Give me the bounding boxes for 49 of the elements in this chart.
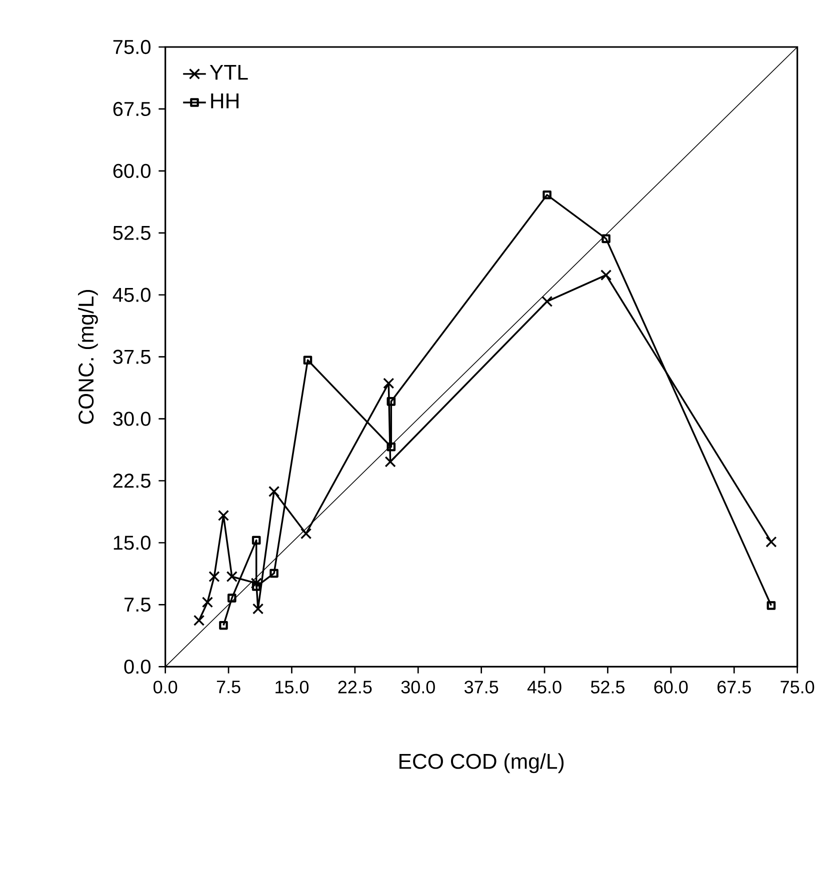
- point: [208, 571, 220, 582]
- x-tick-label: 45.0: [527, 680, 562, 694]
- point: [542, 190, 552, 200]
- point: [226, 571, 238, 582]
- point: [268, 486, 280, 498]
- point: [541, 296, 553, 308]
- point: [218, 510, 230, 522]
- point: [252, 603, 264, 614]
- x-axis-title: ECO COD (mg/L): [400, 753, 564, 774]
- y-tick-label: 0.0: [124, 660, 150, 674]
- y-axis-title: CONC. (mg/L): [78, 290, 98, 424]
- x-tick-label: 0.0: [154, 680, 178, 694]
- y-tick-label: 67.5: [113, 102, 150, 116]
- point: [766, 536, 777, 548]
- point: [600, 269, 612, 281]
- x-tick-label: 30.0: [401, 680, 435, 694]
- x-tick-label: 75.0: [780, 680, 814, 694]
- y-tick-label: 52.5: [113, 226, 150, 240]
- point: [228, 594, 236, 602]
- y-tick-label: 75.0: [113, 40, 150, 54]
- point: [252, 536, 261, 545]
- y-tick-label: 15.0: [114, 536, 150, 550]
- point: [384, 456, 396, 468]
- y-tick-label: 37.5: [113, 350, 150, 364]
- point: [602, 234, 610, 244]
- legend-label: HH: [211, 94, 238, 108]
- point: [766, 601, 776, 610]
- x-tick-label: 22.5: [338, 680, 372, 694]
- point: [219, 620, 228, 630]
- point: [386, 397, 396, 406]
- point: [193, 614, 205, 626]
- point: [303, 356, 312, 365]
- x-tick-label: 15.0: [276, 680, 309, 694]
- y-tick-label: 22.5: [113, 474, 150, 488]
- x-tick-label: 7.5: [216, 680, 240, 694]
- x-tick-label: 37.5: [464, 680, 498, 694]
- y-tick-label: 45.0: [112, 288, 150, 302]
- y-tick-label: 60.0: [113, 164, 150, 178]
- point: [300, 528, 312, 540]
- point: [202, 596, 214, 608]
- point: [386, 442, 396, 452]
- x-tick-label: 60.0: [654, 680, 688, 694]
- point: [383, 378, 394, 389]
- y-tick-label: 30.0: [113, 412, 150, 426]
- legend-label: YTL: [210, 64, 248, 80]
- x-tick-label: 67.5: [718, 680, 751, 694]
- point: [270, 568, 278, 578]
- x-tick-label: 52.5: [590, 680, 624, 694]
- y-tick-label: 7.5: [124, 598, 150, 612]
